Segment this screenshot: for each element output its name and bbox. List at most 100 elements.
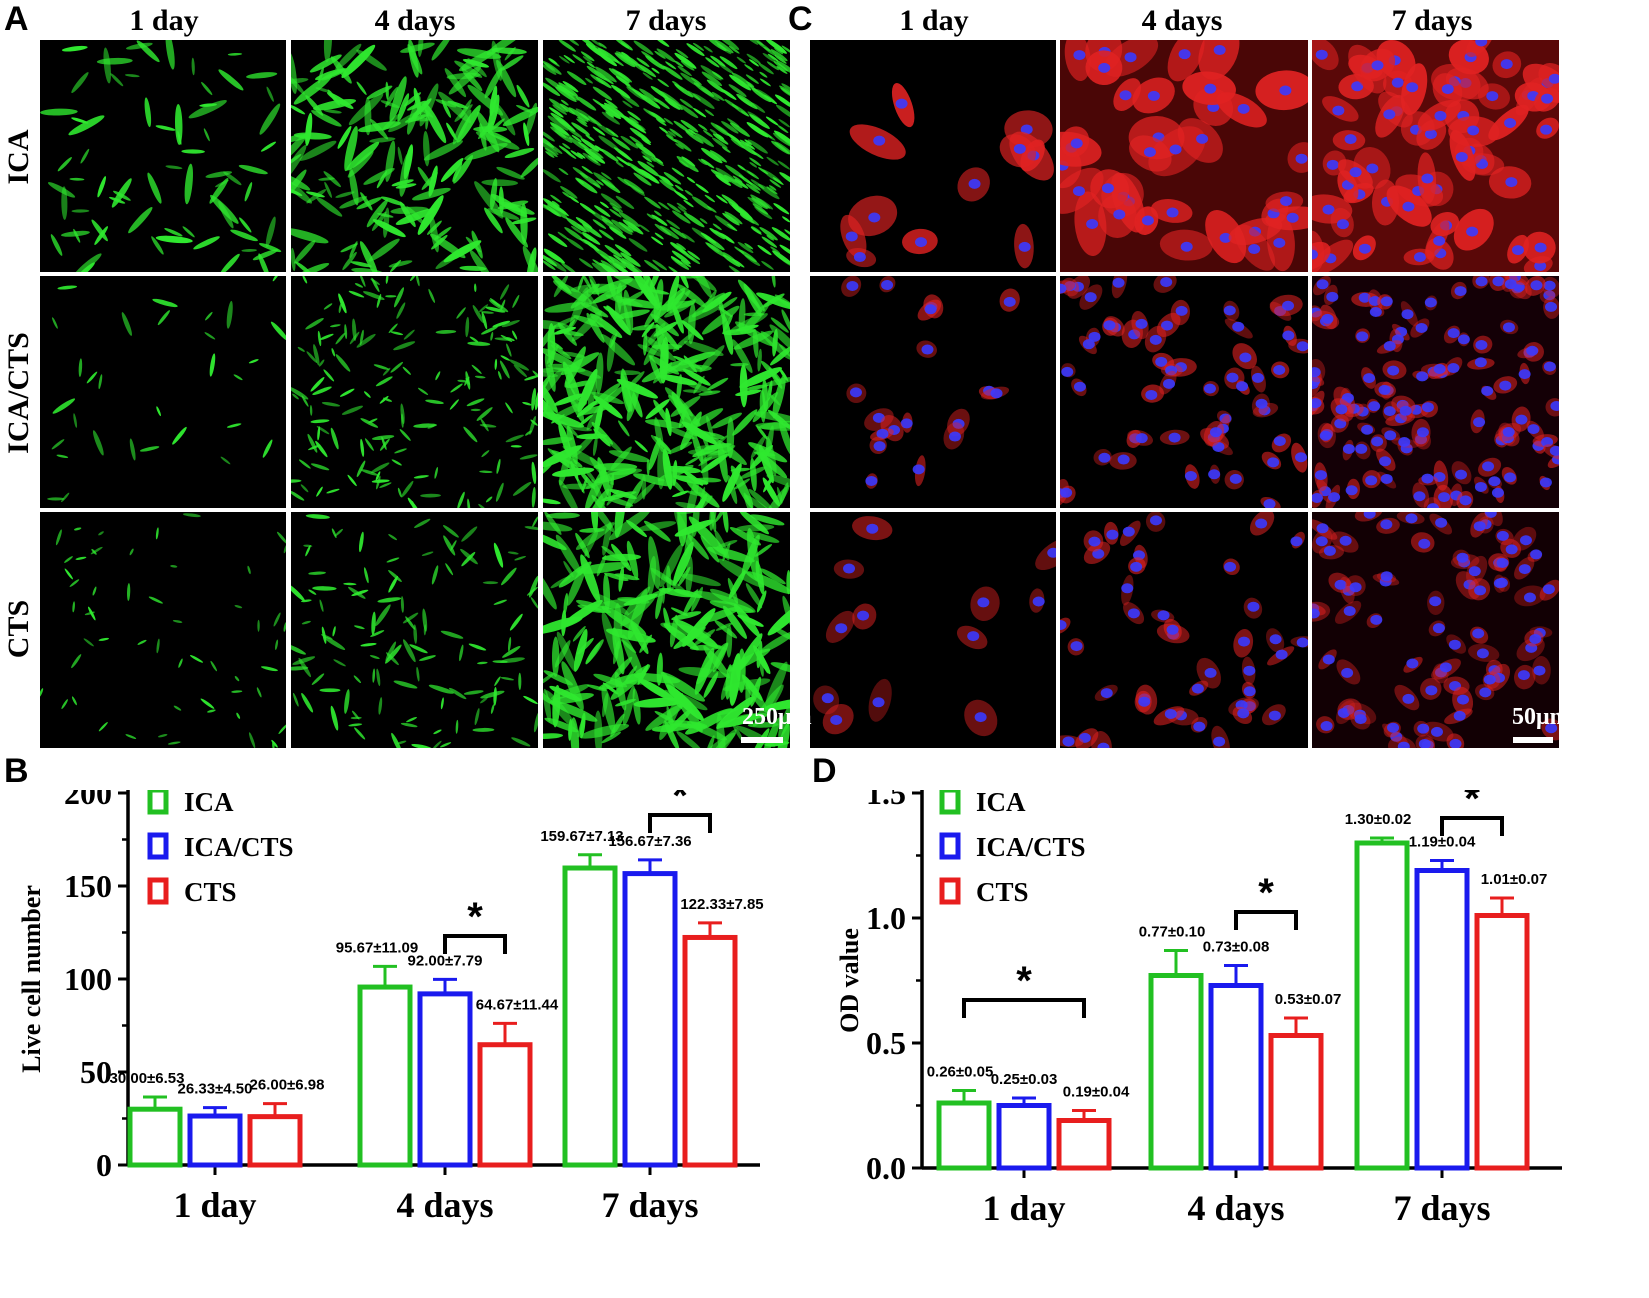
data-label: 122.33±7.85 xyxy=(680,896,763,913)
significance-star: * xyxy=(1464,790,1480,821)
bar-ica xyxy=(127,1106,183,1168)
legend-swatch xyxy=(939,790,961,815)
legend-label: CTS xyxy=(184,877,237,907)
data-label: 0.26±0.05 xyxy=(927,1064,994,1081)
legend-label: ICA/CTS xyxy=(976,832,1086,862)
legend-swatch xyxy=(939,832,961,860)
panel-c-image-row2-col2 xyxy=(1060,276,1308,508)
legend-swatch xyxy=(147,832,169,860)
bar-ica xyxy=(357,984,413,1168)
bar-ica-cts xyxy=(187,1113,243,1168)
legend-label: CTS xyxy=(976,877,1029,907)
significance-bracket: * xyxy=(443,895,507,954)
y-tick-label: 0.5 xyxy=(866,1025,906,1061)
bar-ica-cts xyxy=(622,871,678,1168)
y-axis-label: Live cell number xyxy=(17,885,46,1073)
y-tick-label: 200 xyxy=(64,790,112,811)
bar-ica-cts xyxy=(996,1103,1052,1171)
bar-cts xyxy=(477,1042,533,1168)
panel-a-row-ica: ICA xyxy=(2,129,35,185)
panel-b-live-cell-chart: 0 50 100 150 200 Live cell number 1 day 30.00±6… xyxy=(17,790,764,1225)
y-tick-label: 0 xyxy=(96,1147,112,1183)
data-label: 0.25±0.03 xyxy=(991,1071,1058,1088)
panel-a-row-ica-cts: ICA/CTS xyxy=(2,332,35,454)
data-label: 30.00±6.53 xyxy=(110,1070,185,1087)
panel-c-image-row3-col2 xyxy=(1060,512,1308,748)
panel-a-scale-label: 250μm xyxy=(742,704,812,730)
panel-c-col-1-day: 1 day xyxy=(899,4,969,37)
significance-bracket: * xyxy=(962,959,1086,1018)
panel-letter-d: D xyxy=(812,752,837,790)
panel-a-image-ica-2 xyxy=(291,40,538,272)
data-label: 26.33±4.50 xyxy=(178,1081,253,1098)
panel-a-image-ica-cts-3 xyxy=(543,276,790,508)
panel-c-image-row2-col3 xyxy=(1312,276,1559,508)
data-label: 1.30±0.02 xyxy=(1345,811,1412,828)
x-tick-label: 1 day xyxy=(982,1188,1065,1228)
panel-a-image-ica-cts-2 xyxy=(291,276,538,508)
y-tick-label: 1.5 xyxy=(866,790,906,811)
data-label: 92.00±7.79 xyxy=(408,952,483,969)
bar-ica xyxy=(936,1100,992,1171)
bar-cts xyxy=(1474,913,1530,1171)
significance-bracket: * xyxy=(648,790,712,833)
bar-cts xyxy=(682,934,738,1168)
significance-star: * xyxy=(1258,871,1274,915)
data-label: 0.77±0.10 xyxy=(1139,924,1206,941)
legend-swatch xyxy=(939,877,961,905)
bar-ica xyxy=(1148,973,1204,1171)
panel-c-scale-label: 50μm xyxy=(1512,704,1570,730)
panel-c-col-4-days: 4 days xyxy=(1141,4,1223,37)
data-label: 95.67±11.09 xyxy=(336,939,418,956)
bar-ica-cts xyxy=(1414,868,1470,1171)
panel-a-row-cts: CTS xyxy=(2,599,35,659)
y-axis-label: OD value xyxy=(835,928,864,1033)
data-label: 0.53±0.07 xyxy=(1275,991,1342,1008)
panel-a-image-cts-1 xyxy=(40,512,286,748)
x-tick-label: 4 days xyxy=(396,1185,493,1225)
significance-star: * xyxy=(1016,959,1032,1003)
bar-ica-cts xyxy=(417,991,473,1168)
panel-letter-a: A xyxy=(4,0,29,38)
data-label: 26.00±6.98 xyxy=(250,1077,325,1094)
x-tick-label: 7 days xyxy=(1393,1188,1490,1228)
panel-a-col-1-day: 1 day xyxy=(129,4,199,37)
panel-c-image-row1-col2 xyxy=(1060,40,1308,272)
panel-c-image-row2-col1 xyxy=(810,276,1056,508)
significance-bracket: * xyxy=(1440,790,1504,836)
legend-swatch xyxy=(147,790,169,815)
panel-c-image-row1-col3 xyxy=(1312,40,1559,272)
y-tick-label: 0.0 xyxy=(866,1150,906,1186)
panel-c-image-row3-col3 xyxy=(1312,512,1559,748)
panel-c-image-row3-col1 xyxy=(810,512,1056,748)
bar-ica xyxy=(562,865,618,1168)
data-label: 1.19±0.04 xyxy=(1409,834,1476,851)
data-label: 159.67±7.13 xyxy=(540,828,623,845)
data-label: 1.01±0.07 xyxy=(1481,871,1548,888)
panel-d-od-value-chart: 0.0 0.5 1.0 1.5 OD value 1 day 0.26±0.050.25±0… xyxy=(835,790,1562,1228)
panel-letter-c: C xyxy=(788,0,813,38)
bar-ica-cts xyxy=(1208,983,1264,1171)
legend-label: ICA/CTS xyxy=(184,832,294,862)
panel-c-scale-bar xyxy=(1513,737,1553,743)
panel-a-image-ica-1 xyxy=(40,40,286,272)
panel-a-scale-bar xyxy=(741,737,783,743)
panel-a-image-cts-3 xyxy=(543,512,790,748)
x-tick-label: 1 day xyxy=(173,1185,256,1225)
bar-cts xyxy=(1268,1033,1324,1171)
legend-label: ICA xyxy=(184,790,234,817)
panel-a-image-cts-2 xyxy=(291,512,538,748)
bar-ica xyxy=(1354,840,1410,1171)
panel-a-image-ica-cts-1 xyxy=(40,276,286,508)
significance-star: * xyxy=(672,790,688,818)
data-label: 156.67±7.36 xyxy=(608,833,691,850)
y-tick-label: 50 xyxy=(80,1054,112,1090)
data-label: 0.73±0.08 xyxy=(1203,939,1270,956)
significance-bracket: * xyxy=(1234,871,1298,930)
panel-c-image-row1-col1 xyxy=(810,40,1056,272)
y-tick-label: 1.0 xyxy=(866,900,906,936)
y-tick-label: 100 xyxy=(64,961,112,997)
panel-c-col-7-days: 7 days xyxy=(1391,4,1473,37)
panel-letter-b: B xyxy=(4,752,29,790)
panel-a-col-7-days: 7 days xyxy=(625,4,707,37)
